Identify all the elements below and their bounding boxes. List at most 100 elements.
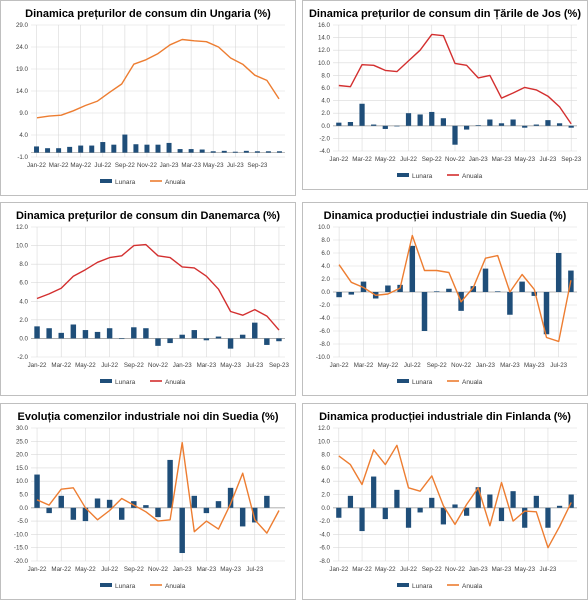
y-tick-label: -2.0 <box>319 518 330 525</box>
bar <box>227 487 234 508</box>
bar <box>232 151 238 153</box>
y-tick-label: -5.0 <box>17 518 28 525</box>
x-tick-label: Sep-22 <box>422 156 443 163</box>
x-tick-label: Mar-22 <box>49 162 69 169</box>
bar <box>264 495 270 508</box>
x-tick-label: Nov-22 <box>137 162 158 169</box>
bar <box>446 288 452 292</box>
bar <box>382 507 388 520</box>
bar <box>155 338 161 346</box>
bar <box>394 489 400 508</box>
legend-swatch-bar <box>100 583 112 587</box>
bar <box>155 144 161 153</box>
chart-svg: Evoluția comenzilor industriale noi din … <box>14 411 285 590</box>
bar <box>405 113 412 126</box>
y-tick-label: -15.0 <box>14 545 29 552</box>
bar <box>519 281 525 292</box>
bar <box>254 151 260 153</box>
x-tick-label: Sep-22 <box>115 162 136 169</box>
y-tick-label: -8.0 <box>319 558 330 565</box>
bar <box>498 507 505 522</box>
y-tick-label: 19.0 <box>16 66 29 73</box>
x-tick-label: Jan-22 <box>329 156 348 163</box>
bar <box>276 338 282 342</box>
bar <box>166 142 172 153</box>
y-tick-label: 0.0 <box>321 123 330 130</box>
x-tick-label: May-23 <box>514 566 535 573</box>
legend-label: Anuala <box>165 583 186 590</box>
bar <box>347 122 354 126</box>
legend-swatch-bar <box>100 379 112 383</box>
y-tick-label: -6.0 <box>319 328 330 335</box>
chart-title: Evoluția comenzilor industriale noi din … <box>18 411 279 423</box>
legend-label: Lunara <box>412 173 433 180</box>
bar <box>359 103 365 126</box>
x-tick-label: Nov-22 <box>445 156 466 163</box>
legend-label: Anuala <box>462 173 483 180</box>
y-tick-label: 2.0 <box>321 110 330 117</box>
bar <box>555 253 562 292</box>
bar <box>568 494 574 508</box>
bar <box>70 507 77 520</box>
x-tick-label: Jan-23 <box>173 362 192 369</box>
legend-swatch-bar <box>100 179 112 183</box>
series-line <box>338 33 572 125</box>
x-tick-label: Nov-22 <box>451 362 472 369</box>
y-tick-label: -10.0 <box>316 354 331 361</box>
x-tick-label: Jan-23 <box>469 156 488 163</box>
y-tick-label: 10.0 <box>16 478 29 485</box>
chart-svg: Dinamica producției industriale din Finl… <box>318 411 577 590</box>
x-tick-label: Jul-23 <box>227 162 244 169</box>
bar <box>122 134 128 153</box>
bar <box>106 499 113 508</box>
bar <box>94 498 101 508</box>
x-tick-label: Mar-23 <box>492 156 512 163</box>
y-tick-label: 12.0 <box>318 47 331 54</box>
x-tick-label: Mar-22 <box>352 156 372 163</box>
y-tick-label: 10.0 <box>16 243 29 250</box>
x-tick-label: May-23 <box>220 362 241 369</box>
y-tick-label: 2.0 <box>321 276 330 283</box>
legend-label: Lunara <box>115 179 136 186</box>
bar <box>203 338 210 341</box>
bar <box>34 326 40 339</box>
y-tick-label: 4.0 <box>321 263 330 270</box>
bar <box>82 507 89 522</box>
bar <box>371 476 377 508</box>
x-tick-label: May-23 <box>524 362 545 369</box>
bar <box>252 507 258 523</box>
bar <box>498 123 505 126</box>
x-tick-label: May-22 <box>70 162 91 169</box>
bar <box>568 125 574 128</box>
y-tick-label: -2.0 <box>17 354 28 361</box>
y-tick-label: -2.0 <box>319 135 330 142</box>
x-tick-label: Mar-23 <box>197 362 217 369</box>
x-tick-label: Nov-22 <box>148 566 169 573</box>
y-tick-label: 24.0 <box>16 44 29 51</box>
chart-svg: Dinamica prețurilor de consum din Ungari… <box>16 8 285 186</box>
y-tick-label: 4.0 <box>321 98 330 105</box>
chart-svg: Dinamica producției industriale din Sued… <box>316 210 577 386</box>
y-tick-label: 29.0 <box>16 22 29 29</box>
bar <box>155 507 161 518</box>
x-tick-label: May-22 <box>378 362 399 369</box>
x-tick-label: Jul-22 <box>101 566 118 573</box>
bar <box>118 507 125 520</box>
legend-label: Anuala <box>165 179 186 186</box>
legend-label: Lunara <box>115 583 136 590</box>
legend-swatch-bar <box>397 583 409 587</box>
bar <box>215 336 222 339</box>
series-line <box>338 444 572 549</box>
y-tick-label: -2.0 <box>319 302 330 309</box>
y-tick-label: -4.0 <box>319 315 330 322</box>
bar <box>507 292 513 315</box>
x-tick-label: Jan-22 <box>329 566 348 573</box>
y-tick-label: -20.0 <box>14 558 29 565</box>
legend-label: Anuala <box>462 379 483 386</box>
y-tick-label: -10.0 <box>14 531 29 538</box>
legend-label: Lunara <box>412 583 433 590</box>
bar <box>46 507 52 514</box>
y-tick-label: 30.0 <box>16 425 29 432</box>
x-tick-label: Mar-23 <box>181 162 201 169</box>
bar <box>475 487 481 508</box>
